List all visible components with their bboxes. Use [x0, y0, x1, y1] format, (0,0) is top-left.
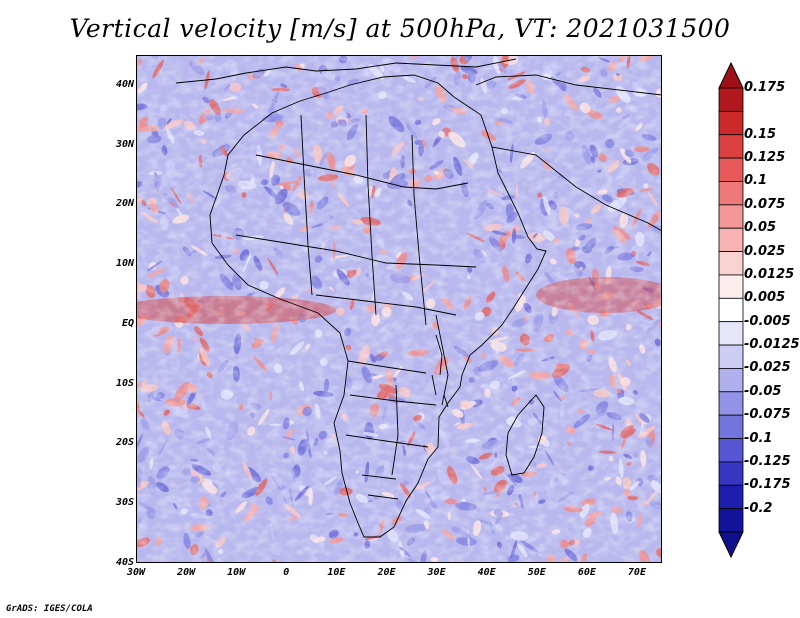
- colorbar-box: [718, 204, 744, 229]
- colorbar-tick-label: -0.1: [744, 430, 773, 446]
- colorbar-box: [718, 414, 744, 439]
- map-title: Vertical velocity [m/s] at 500hPa, VT: 2…: [69, 14, 731, 43]
- colorbar-tick-label: -0.075: [744, 407, 791, 423]
- border-east: [391, 314, 449, 476]
- colorbar: [718, 62, 744, 558]
- colorbar-box: [718, 87, 744, 112]
- lat-tick-label: 30N: [115, 138, 134, 150]
- lon-tick-label: 60E: [577, 567, 596, 578]
- colorbar-tick-label: -0.05: [744, 383, 782, 399]
- colorbar-box: [718, 368, 744, 393]
- lon-tick-label: 0: [283, 567, 290, 578]
- lakes: [431, 334, 449, 408]
- colorbar-box: [718, 157, 744, 182]
- border-sahara-n: [255, 154, 469, 190]
- border-vertical-3: [411, 134, 427, 326]
- colorbar-box: [718, 321, 744, 346]
- colorbar-box: [718, 110, 744, 136]
- madagascar-coastline: [505, 394, 545, 476]
- border-southern: [345, 360, 437, 500]
- lon-tick-label: 30E: [427, 567, 446, 578]
- colorbar-box: [718, 508, 744, 533]
- colorbar-tick-label: 0.175: [744, 80, 786, 95]
- lon-tick-label: 20E: [377, 567, 396, 578]
- colorbar-tick-label: -0.125: [744, 453, 791, 469]
- colorbar-box: [718, 438, 744, 463]
- field-texture: [136, 55, 662, 563]
- colorbar-tick-label: 0.025: [744, 243, 786, 259]
- colorbar-box: [718, 297, 744, 323]
- colorbar-tick-label: -0.2: [744, 500, 773, 516]
- colorbar-tick-label: 0.005: [744, 290, 786, 306]
- colorbar-tick-label: -0.0125: [744, 337, 800, 353]
- colorbar-box: [718, 391, 744, 416]
- colorbar-box: [718, 227, 744, 252]
- lon-tick-label: 20W: [177, 567, 196, 578]
- lat-tick-label: 20S: [115, 437, 134, 449]
- colorbar-min-arrow: [718, 531, 744, 558]
- lon-tick-label: 50E: [527, 567, 546, 578]
- lat-tick-label: EQ: [121, 317, 134, 329]
- grads-credit: GrADS: IGES/COLA: [6, 604, 93, 614]
- colorbar-box: [718, 344, 744, 369]
- border-central: [315, 294, 457, 316]
- lat-tick-label: 40N: [115, 78, 134, 90]
- colorbar-box: [718, 461, 744, 486]
- colorbar-tick-label: 0.1: [744, 173, 768, 189]
- colorbar-tick-label: -0.005: [744, 313, 791, 329]
- colorbar-tick-label: 0.075: [744, 196, 786, 212]
- lat-tick-label: 20N: [115, 198, 134, 210]
- europe-coastline: [175, 58, 517, 84]
- velocity-map: [136, 55, 662, 563]
- colorbar-box: [718, 251, 744, 276]
- colorbar-box: [718, 484, 744, 510]
- lat-tick-label: 30S: [115, 497, 134, 509]
- colorbar-tick-label: 0.125: [744, 150, 786, 166]
- border-vertical-1: [300, 114, 313, 296]
- lat-tick-label: 10N: [115, 258, 134, 270]
- colorbar-tick-label: 0.05: [744, 220, 777, 236]
- colorbar-tick-label: 0.15: [744, 126, 777, 142]
- colorbar-box: [718, 181, 744, 206]
- africa-coastline: [209, 74, 547, 538]
- lon-tick-label: 40E: [477, 567, 496, 578]
- border-vertical-2: [365, 114, 377, 316]
- lon-tick-label: 10W: [227, 567, 246, 578]
- colorbar-tick-label: -0.175: [744, 477, 791, 493]
- colorbar-tick-label: 0.0125: [744, 266, 795, 282]
- arabia-coastline: [475, 74, 662, 232]
- lat-tick-label: 10S: [115, 377, 134, 389]
- colorbar-box: [718, 274, 744, 299]
- lon-tick-label: 30W: [126, 567, 146, 578]
- colorbar-max-arrow: [718, 62, 744, 89]
- map-frame: [136, 55, 662, 563]
- border-sahel: [235, 234, 477, 268]
- lon-tick-label: 10E: [327, 567, 346, 578]
- colorbar-box: [718, 134, 744, 159]
- colorbar-tick-label: -0.025: [744, 360, 791, 376]
- lat-tick-label: 40S: [115, 557, 134, 568]
- country-borders: [175, 58, 662, 538]
- lon-tick-label: 70E: [627, 567, 646, 578]
